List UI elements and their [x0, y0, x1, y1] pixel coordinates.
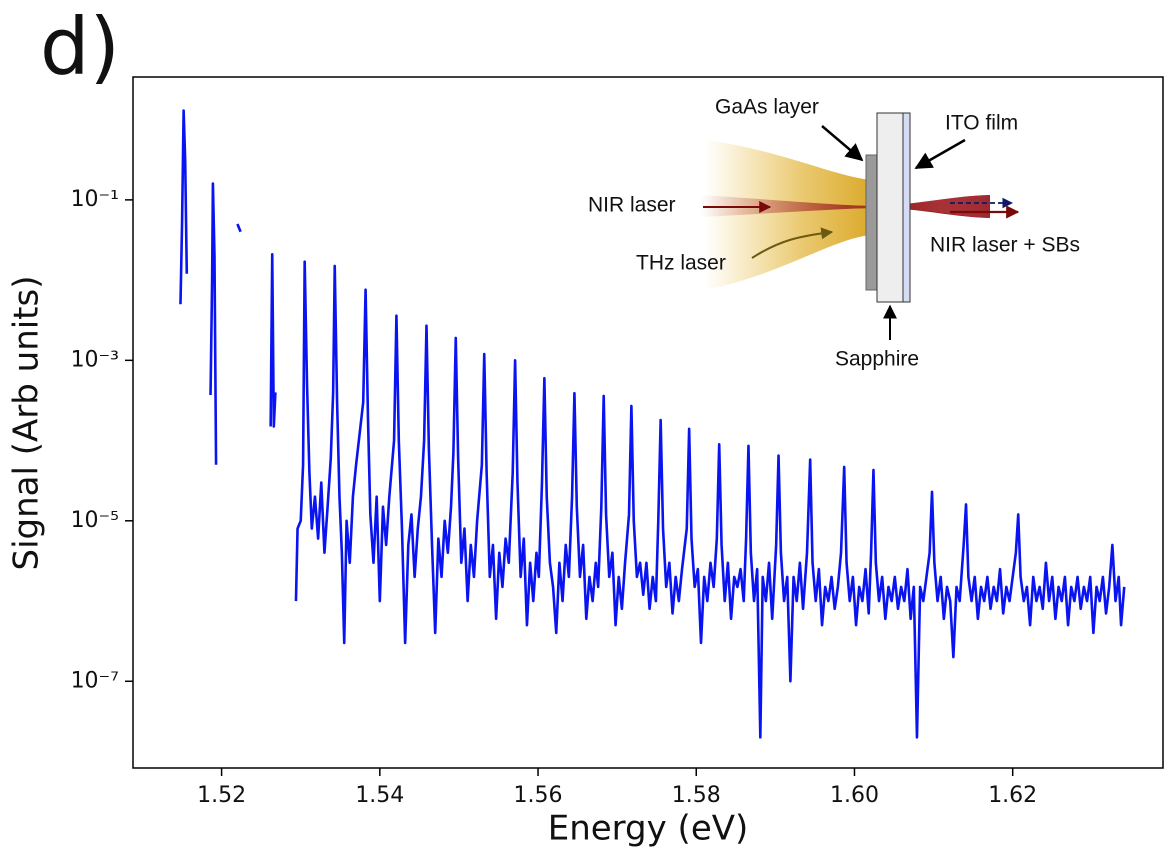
y-axis-label: Signal (Arb units): [7, 276, 47, 571]
x-tick-label: 1.60: [830, 783, 879, 808]
annotation: ITO film: [945, 112, 1018, 135]
nir-beam: [700, 195, 990, 218]
sapphire: [876, 112, 904, 303]
data-line: [179, 109, 1126, 739]
annotation: THz laser: [636, 252, 726, 275]
annotation: NIR laser: [588, 194, 676, 217]
y-tick-label: 10⁻⁵: [71, 508, 119, 533]
annotation: GaAs layer: [715, 96, 819, 119]
x-axis-label: Energy (eV): [548, 809, 749, 849]
x-tick-label: 1.52: [197, 783, 246, 808]
arrow: [914, 138, 966, 170]
gaas-layer: [865, 154, 878, 291]
axes-frame: [132, 76, 1164, 769]
arrow: [821, 125, 864, 162]
y-tick-label: 10⁻¹: [71, 187, 119, 212]
y-tick-label: 10⁻⁷: [71, 668, 119, 693]
nir-out-beam: [905, 195, 990, 218]
ito-film: [902, 112, 911, 303]
panel-label: d): [40, 2, 120, 92]
arrow: [751, 227, 834, 259]
plot-area: [179, 109, 1126, 739]
thz-beam: [705, 140, 870, 290]
inset-diagram: GaAs layer ITO film NIR laser THz laser …: [588, 96, 1080, 371]
x-tick-label: 1.54: [355, 783, 404, 808]
x-tick-label: 1.62: [988, 783, 1037, 808]
annotation: NIR laser + SBs: [930, 234, 1080, 257]
x-tick-label: 1.56: [514, 783, 563, 808]
y-tick-label: 10⁻³: [71, 347, 119, 372]
x-tick-label: 1.58: [672, 783, 721, 808]
annotation: Sapphire: [835, 348, 919, 371]
